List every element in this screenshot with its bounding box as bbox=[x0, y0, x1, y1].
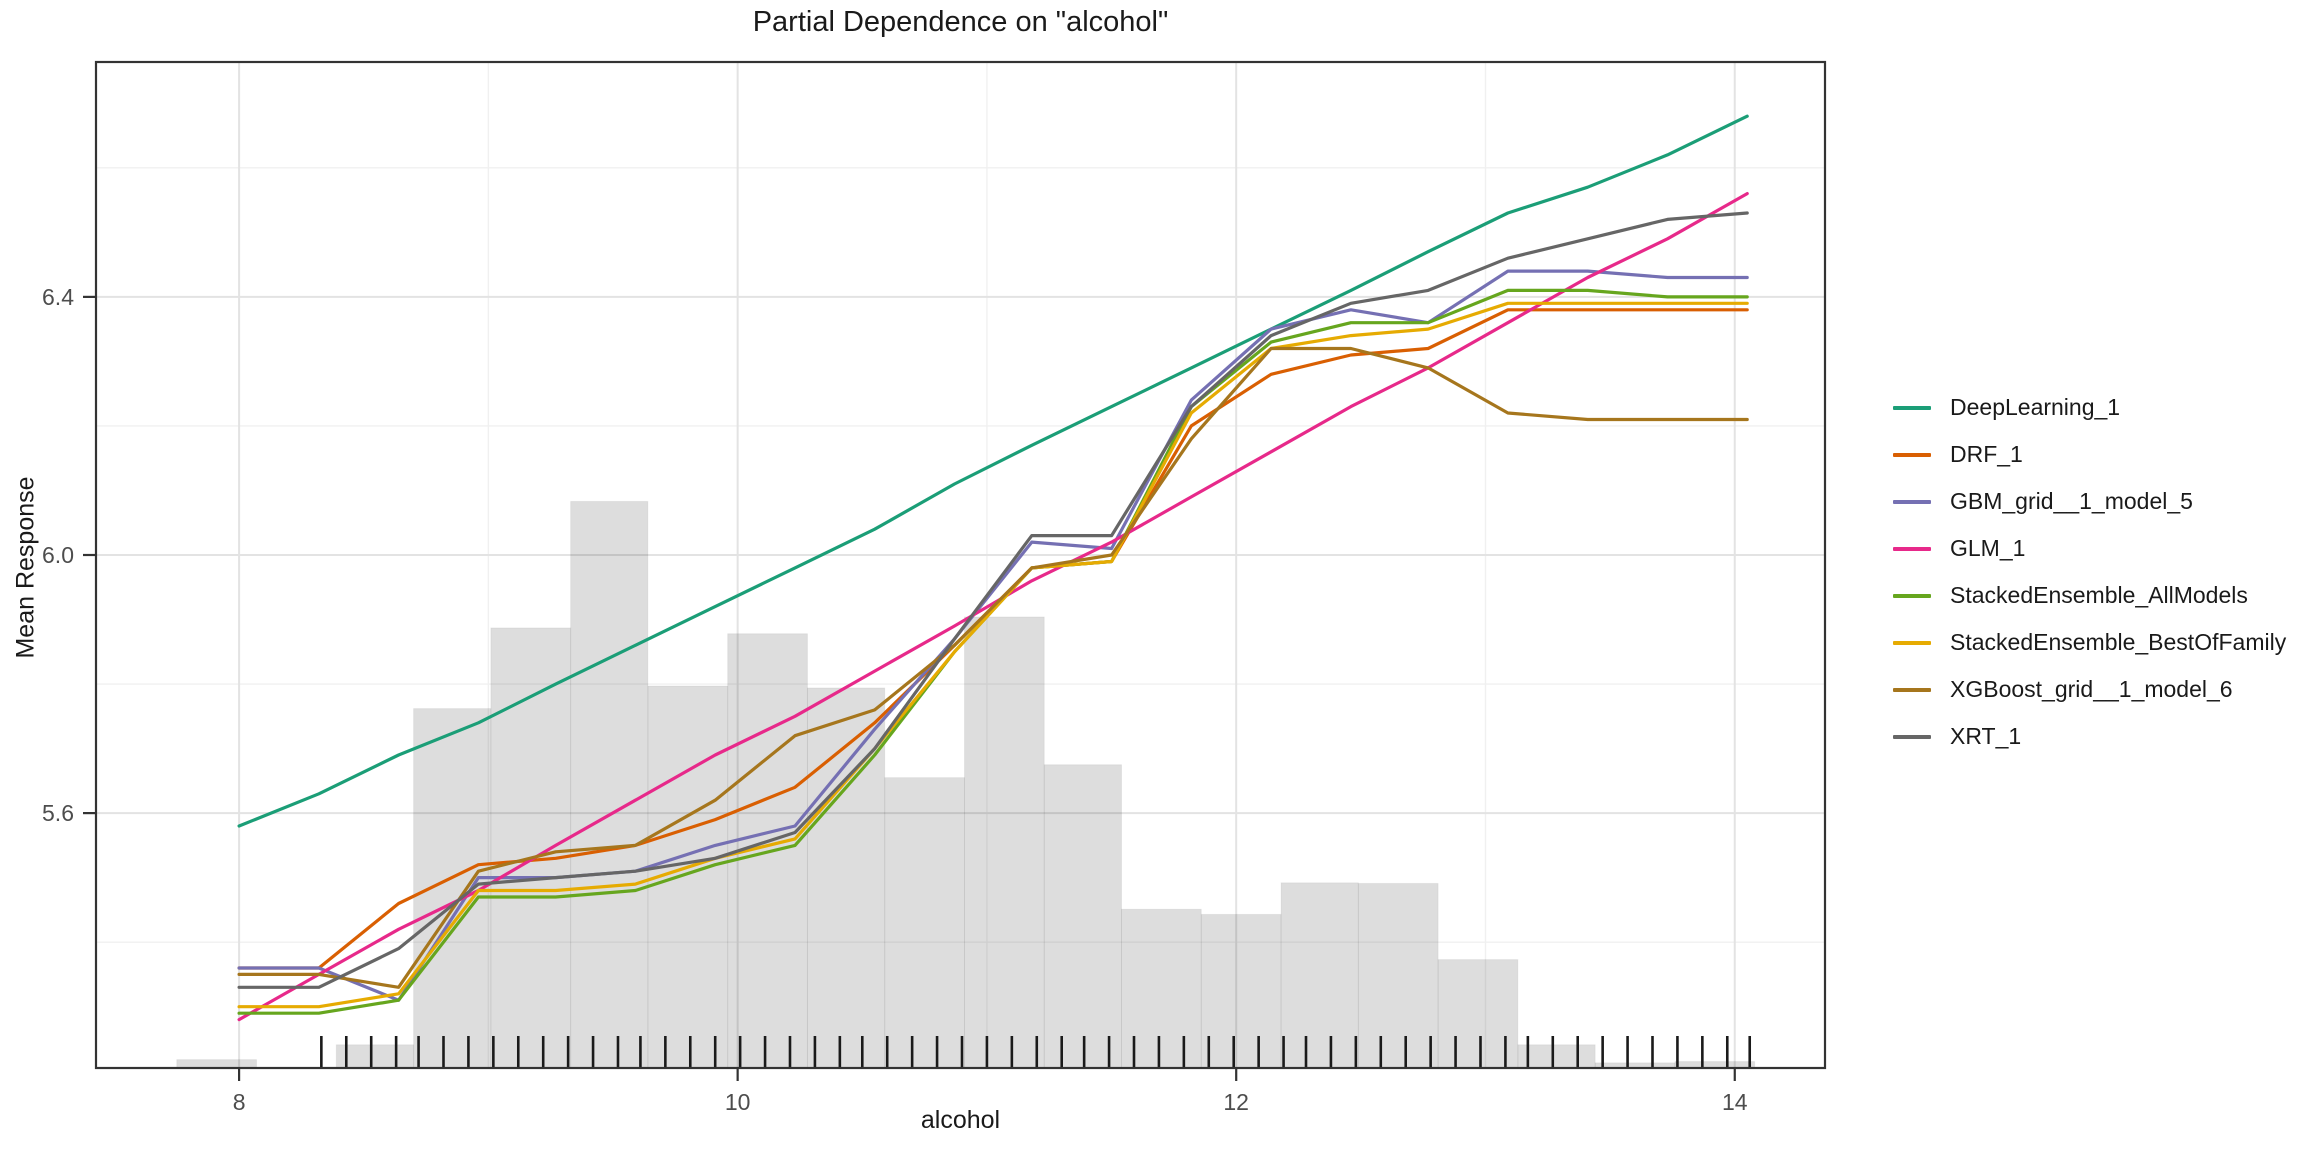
y-tick-label: 6.0 bbox=[42, 542, 74, 568]
legend: DeepLearning_1 DRF_1 GBM_grid__1_model_5 GL… bbox=[1869, 384, 2286, 760]
plot-title: Partial Dependence on "alcohol" bbox=[752, 6, 1169, 38]
series-line-XRT_1 bbox=[237, 211, 1749, 989]
histogram-bar bbox=[570, 500, 649, 1069]
x-tick-label: 12 bbox=[1223, 1089, 1249, 1115]
legend-swatch-icon bbox=[1893, 452, 1931, 457]
series-line-DeepLearning_1 bbox=[237, 114, 1749, 828]
legend-item: GBM_grid__1_model_5 bbox=[1869, 478, 2286, 525]
legend-swatch-icon bbox=[1893, 640, 1931, 645]
histogram-bar bbox=[490, 627, 572, 1069]
legend-swatch-icon bbox=[1893, 405, 1931, 410]
series-line-StackedEnsemble_BestOfFamily bbox=[237, 301, 1749, 1009]
legend-label: StackedEnsemble_AllModels bbox=[1950, 582, 2248, 608]
x-axis-title: alcohol bbox=[920, 1106, 1001, 1134]
series-line-GBM_grid__1_model_5 bbox=[237, 269, 1749, 1002]
x-tick-label: 10 bbox=[725, 1089, 751, 1115]
legend-item: DRF_1 bbox=[1869, 431, 2286, 478]
legend-item: GLM_1 bbox=[1869, 525, 2286, 572]
legend-item: StackedEnsemble_AllModels bbox=[1869, 572, 2286, 619]
legend-swatch-icon bbox=[1893, 546, 1931, 551]
histogram-bar bbox=[1280, 882, 1359, 1069]
histogram-bar bbox=[335, 1044, 415, 1069]
x-tick-label: 8 bbox=[233, 1089, 246, 1115]
histogram-bar bbox=[963, 616, 1045, 1069]
legend-swatch-icon bbox=[1893, 734, 1931, 739]
legend-item: XRT_1 bbox=[1869, 713, 2286, 760]
histogram-bar bbox=[1357, 882, 1439, 1069]
series-line-XGBoost_grid__1_model_6 bbox=[237, 346, 1749, 989]
legend-label: DRF_1 bbox=[1950, 441, 2023, 467]
legend-swatch-icon bbox=[1893, 593, 1931, 598]
legend-item: XGBoost_grid__1_model_6 bbox=[1869, 666, 2286, 713]
legend-swatch-icon bbox=[1893, 687, 1931, 692]
y-tick-label: 6.4 bbox=[42, 284, 74, 310]
legend-item: StackedEnsemble_BestOfFamily bbox=[1869, 619, 2286, 666]
histogram-bar bbox=[884, 777, 965, 1069]
histogram-bar bbox=[1517, 1044, 1596, 1069]
legend-label: XGBoost_grid__1_model_6 bbox=[1950, 676, 2233, 702]
histogram-bar bbox=[176, 1059, 258, 1069]
legend-swatch-icon bbox=[1893, 499, 1931, 504]
y-tick-label: 5.6 bbox=[42, 800, 74, 826]
panel-border bbox=[94, 60, 1827, 1070]
x-tick-label: 14 bbox=[1722, 1089, 1748, 1115]
legend-label: GBM_grid__1_model_5 bbox=[1950, 488, 2193, 514]
histogram-bar bbox=[1043, 764, 1123, 1069]
legend-label: XRT_1 bbox=[1950, 723, 2022, 749]
histogram-bar bbox=[1200, 913, 1282, 1069]
legend-label: GLM_1 bbox=[1950, 535, 2026, 561]
legend-label: StackedEnsemble_BestOfFamily bbox=[1950, 629, 2287, 655]
legend-item: DeepLearning_1 bbox=[1869, 384, 2286, 431]
legend-label: DeepLearning_1 bbox=[1950, 394, 2121, 420]
